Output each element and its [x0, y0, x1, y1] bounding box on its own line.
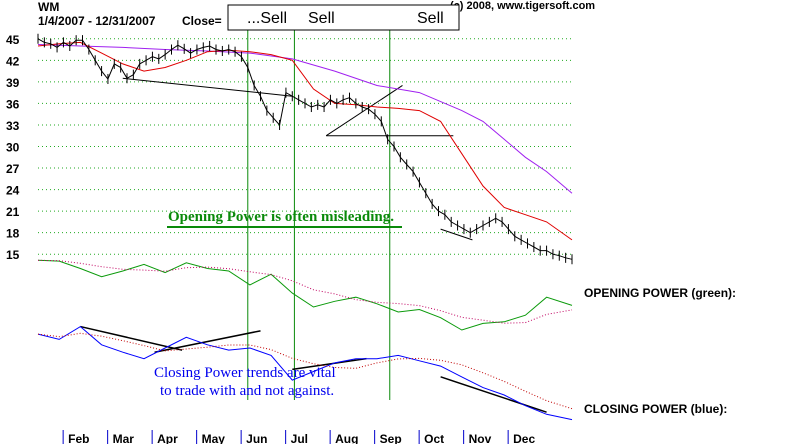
closing-power-trendline-1 [80, 325, 183, 351]
month-label-oct: Oct [424, 432, 444, 444]
y-tick-label-21: 21 [6, 205, 20, 219]
opening-power-ma [37, 259, 573, 324]
month-label-nov: Nov [469, 432, 492, 444]
y-tick-label-36: 36 [6, 97, 20, 111]
y-tick-label-42: 42 [6, 54, 20, 68]
annotation-opening: Opening Power is often misleading. [168, 209, 394, 225]
closing-power-trendline-3 [292, 357, 367, 371]
y-tick-label-39: 39 [6, 76, 20, 90]
month-label-may: May [202, 432, 226, 444]
y-tick-label-24: 24 [6, 184, 20, 198]
closing-power-ma [37, 332, 573, 410]
month-label-dec: Dec [513, 432, 535, 444]
month-label-feb: Feb [68, 432, 89, 444]
sell-label-3: Sell [417, 10, 444, 27]
price-trendline-1 [122, 77, 293, 97]
y-tick-label-15: 15 [6, 248, 20, 262]
closing-power-trendline-4 [440, 376, 547, 413]
y-tick-label-45: 45 [6, 33, 20, 47]
closing-power-line [37, 325, 573, 421]
date-range-label: 1/4/2007 - 12/31/2007 [38, 14, 156, 28]
sell-label-1: ...Sell [247, 10, 287, 27]
close-label: Close= [182, 14, 222, 28]
moving-average-red [37, 41, 573, 241]
month-label-sep: Sep [380, 432, 402, 444]
month-label-apr: Apr [157, 432, 178, 444]
month-label-aug: Aug [335, 432, 358, 444]
moving-average-purple [37, 44, 573, 194]
y-tick-label-27: 27 [6, 162, 20, 176]
sell-label-2: Sell [308, 10, 335, 27]
sell-box [227, 4, 460, 31]
copyright-label: (c) 2008, www.tigersoft.com [450, 0, 595, 12]
annotation-closing-line-1: Closing Power trends are vital [154, 365, 336, 381]
annotation-closing-line-2: to trade with and not against. [160, 383, 334, 399]
month-label-jun: Jun [246, 432, 267, 444]
price-trendline-3 [325, 85, 403, 137]
ticker-label: WM [38, 0, 59, 14]
closing-power-label: CLOSING POWER (blue): [584, 402, 727, 416]
price-trendline-4 [440, 228, 473, 241]
y-tick-label-18: 18 [6, 227, 20, 241]
y-tick-label-30: 30 [6, 141, 20, 155]
opening-power-line [37, 259, 573, 331]
month-label-jul: Jul [291, 432, 308, 444]
y-tick-label-33: 33 [6, 119, 20, 133]
opening-power-label: OPENING POWER (green): [584, 286, 736, 300]
closing-power-trendline-2 [154, 330, 261, 353]
month-label-mar: Mar [113, 432, 135, 444]
